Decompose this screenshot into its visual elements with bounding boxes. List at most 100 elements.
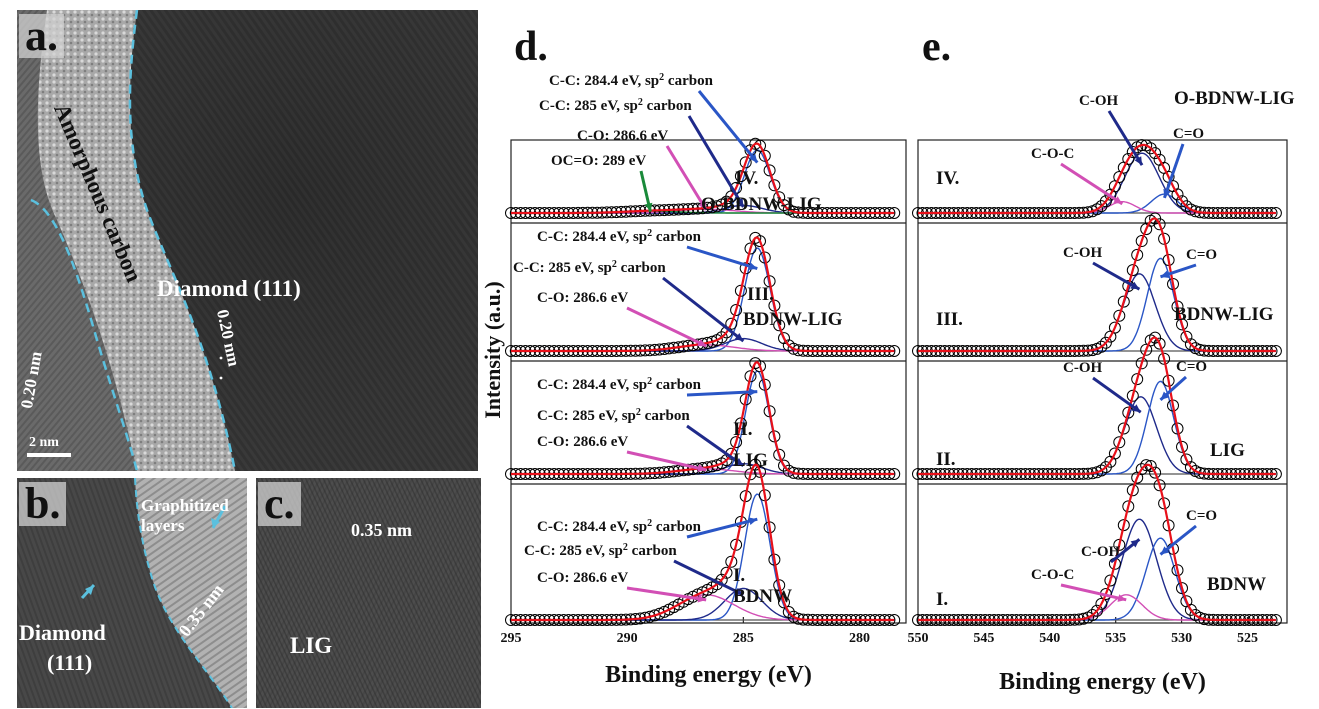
x-tick-label: 550: [908, 631, 929, 646]
data-point: [1184, 338, 1197, 351]
panel-b-micrograph: b. Graphitized layers 0.35 nm Diamond (1…: [17, 478, 247, 708]
peak-arrow: [662, 276, 745, 343]
peak-arrowhead: [749, 153, 758, 163]
peak-arrow: [1107, 110, 1144, 166]
data-point: [1131, 373, 1144, 386]
data-point: [710, 459, 723, 472]
data-point: [720, 566, 733, 579]
peak-arrow: [626, 450, 707, 472]
data-point: [1140, 459, 1153, 472]
data-point: [773, 319, 786, 332]
data-point: [1113, 538, 1126, 551]
sample-label: I.: [936, 589, 948, 610]
peak-arrowhead: [748, 517, 758, 525]
peak-arrowhead: [1160, 391, 1170, 400]
data-point: [1135, 463, 1148, 476]
data-point: [1131, 248, 1144, 261]
data-point: [1149, 466, 1162, 479]
peak-arrow: [665, 145, 708, 211]
data-point: [773, 448, 786, 461]
sample-label: O-BDNW-LIG: [701, 194, 822, 215]
data-point: [1099, 195, 1112, 208]
sample-label: IV.: [936, 168, 959, 189]
peak-label: C=O: [1176, 359, 1207, 375]
scale-bar-label: 2 nm: [29, 435, 59, 450]
peak-arrowhead: [735, 198, 744, 207]
data-point: [730, 538, 743, 551]
data-point: [1095, 597, 1108, 610]
peak-arrowhead: [1160, 546, 1170, 555]
peak-label: C-OH: [1079, 93, 1118, 109]
data-point: [1171, 422, 1184, 435]
sample-label: O-BDNW-LIG: [1174, 88, 1295, 109]
peak-label: C-OH: [1063, 360, 1102, 376]
data-point: [1095, 464, 1108, 477]
peak-label-sup: 2: [623, 542, 628, 553]
peak-label: C-C: 284.4 eV, sp2 carbon: [537, 518, 702, 536]
data-point: [1176, 318, 1188, 331]
data-point: [1180, 200, 1193, 213]
peak-label: C-C: 285 eV, sp2 carbon: [537, 407, 690, 425]
data-point: [1176, 582, 1188, 595]
fit-envelope: [511, 142, 895, 215]
peak-arrowhead: [734, 587, 744, 595]
peak-arrow: [1060, 583, 1127, 602]
peak-label-sup: 2: [647, 518, 652, 529]
peak-label: C-OH: [1063, 245, 1102, 261]
data-point: [1126, 264, 1139, 277]
peak-label: C-OH: [1081, 544, 1120, 560]
data-point: [1091, 203, 1103, 216]
peak-label-sup: 2: [612, 259, 617, 270]
data-point: [734, 170, 747, 183]
data-point: [1108, 447, 1121, 460]
peak-arrow: [626, 306, 707, 348]
data-point: [730, 436, 743, 449]
data-point: [1126, 484, 1139, 497]
fit-envelope: [918, 217, 1276, 353]
peak-label: C-C: 285 eV, sp2 carbon: [539, 97, 692, 115]
data-point: [1117, 519, 1130, 532]
data-point: [744, 468, 757, 481]
data-point: [1176, 440, 1188, 453]
data-point: [778, 596, 790, 609]
data-point: [1189, 205, 1202, 218]
data-point: [1122, 153, 1135, 165]
fit-envelope: [918, 336, 1276, 476]
data-point: [730, 304, 743, 316]
data-point: [1180, 330, 1193, 343]
fit-envelope: [511, 463, 895, 622]
x-tick-label: 285: [733, 631, 754, 646]
x-tick-label: 280: [849, 631, 870, 646]
data-point: [1099, 336, 1112, 349]
data-point: [773, 579, 786, 592]
panel-b-letter: b.: [19, 482, 67, 526]
peak-arrow: [1092, 261, 1141, 291]
peak-arrowhead: [734, 457, 744, 466]
peak-arrow: [673, 559, 745, 597]
peak-label: C-C: 285 eV, sp2 carbon: [513, 259, 666, 277]
panel-d-letter: d.: [514, 24, 548, 70]
peak-label: C-O-C: [1031, 146, 1074, 162]
data-point: [1095, 340, 1108, 353]
data-point: [1171, 188, 1184, 201]
data-point: [778, 199, 790, 212]
peak-arrowhead: [1134, 156, 1143, 166]
peak-label: C=O: [1186, 247, 1217, 263]
diamond-b-label: Diamond: [19, 620, 106, 645]
x-tick-label: 535: [1105, 631, 1126, 646]
diamond-111-label: Diamond (111): [157, 276, 301, 301]
data-point: [715, 331, 728, 344]
data-point: [1091, 604, 1103, 617]
component-peak-e: [918, 396, 1276, 475]
data-point: [1117, 295, 1130, 308]
peak-arrowhead: [749, 388, 758, 396]
data-point: [1104, 574, 1117, 587]
peak-arrow: [626, 586, 707, 602]
x-tick-label: 530: [1171, 631, 1192, 646]
data-point: [1113, 436, 1126, 449]
peak-label-tail: carbon: [628, 543, 677, 559]
data-point: [1126, 389, 1139, 402]
data-point: [1126, 146, 1139, 158]
peak-label-tail: carbon: [617, 260, 666, 276]
